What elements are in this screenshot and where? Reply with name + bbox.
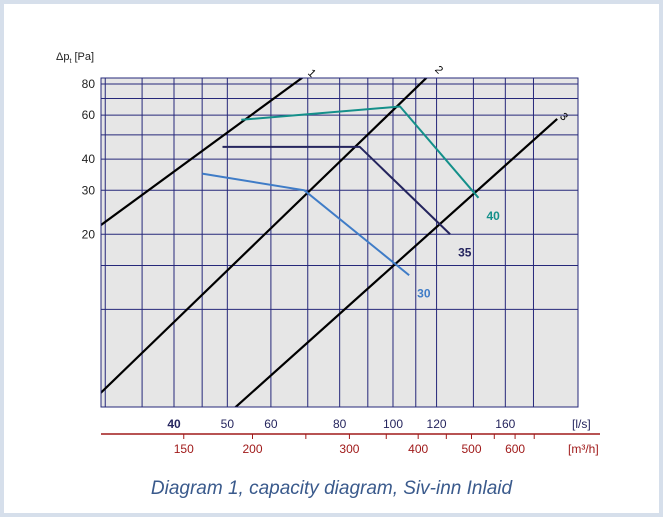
reference-line-label: 2 [432, 64, 445, 77]
reference-line-3 [234, 118, 558, 407]
x-tick-label-ls: 50 [221, 417, 235, 431]
y-tick-label: 80 [82, 77, 96, 91]
series-label-40: 40 [486, 209, 500, 223]
plot-border [100, 77, 579, 408]
grid [101, 78, 578, 407]
y-tick-label: 60 [82, 108, 96, 122]
x-axis-title-ls: [l/s] [572, 417, 591, 431]
reference-line-2 [101, 78, 428, 395]
x-axis-title-m3h: [m³/h] [568, 442, 599, 456]
x-tick-label-ls: 80 [333, 417, 347, 431]
x-tick-label-m3h: 200 [242, 442, 262, 456]
x-tick-label-m3h: 300 [339, 442, 359, 456]
x-tick-label-ls: 160 [495, 417, 515, 431]
x-tick-label-m3h: 500 [461, 442, 481, 456]
x-tick-label-ls: 120 [427, 417, 447, 431]
x-tick-label-ls: 100 [383, 417, 403, 431]
y-tick-label: 20 [82, 227, 96, 241]
series-line-35 [222, 145, 451, 235]
series-line-40 [241, 105, 480, 199]
x-tick-label-m3h: 400 [408, 442, 428, 456]
series-line-30 [201, 172, 410, 277]
series-label-30: 30 [417, 286, 431, 300]
series-lines [201, 105, 480, 277]
x-tick-label-ls: 60 [264, 417, 278, 431]
figure-caption: Diagram 1, capacity diagram, Siv-inn Inl… [150, 478, 513, 499]
x-tick-label-m3h: 150 [174, 442, 194, 456]
x-tick-label-ls: 40 [167, 417, 181, 431]
axes: 20 30 40 60 80 Δpt [Pa] 40 50 60 80 100 120 160 [l/s]… [56, 51, 600, 456]
series-label-35: 35 [458, 245, 472, 259]
x-tick-label-m3h: 600 [505, 442, 525, 456]
y-axis-title: Δpt [Pa] [56, 51, 94, 65]
y-tick-label: 40 [82, 152, 96, 166]
y-tick-label: 30 [82, 183, 96, 197]
